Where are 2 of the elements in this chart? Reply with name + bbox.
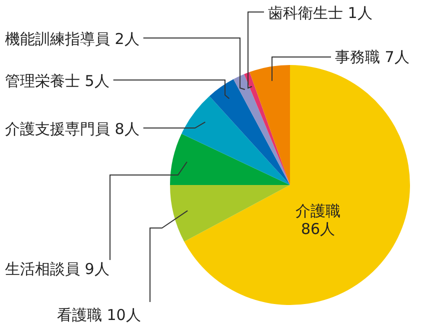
- slice-label: 介護職: [296, 202, 340, 220]
- data-label: 86人: [300, 220, 336, 238]
